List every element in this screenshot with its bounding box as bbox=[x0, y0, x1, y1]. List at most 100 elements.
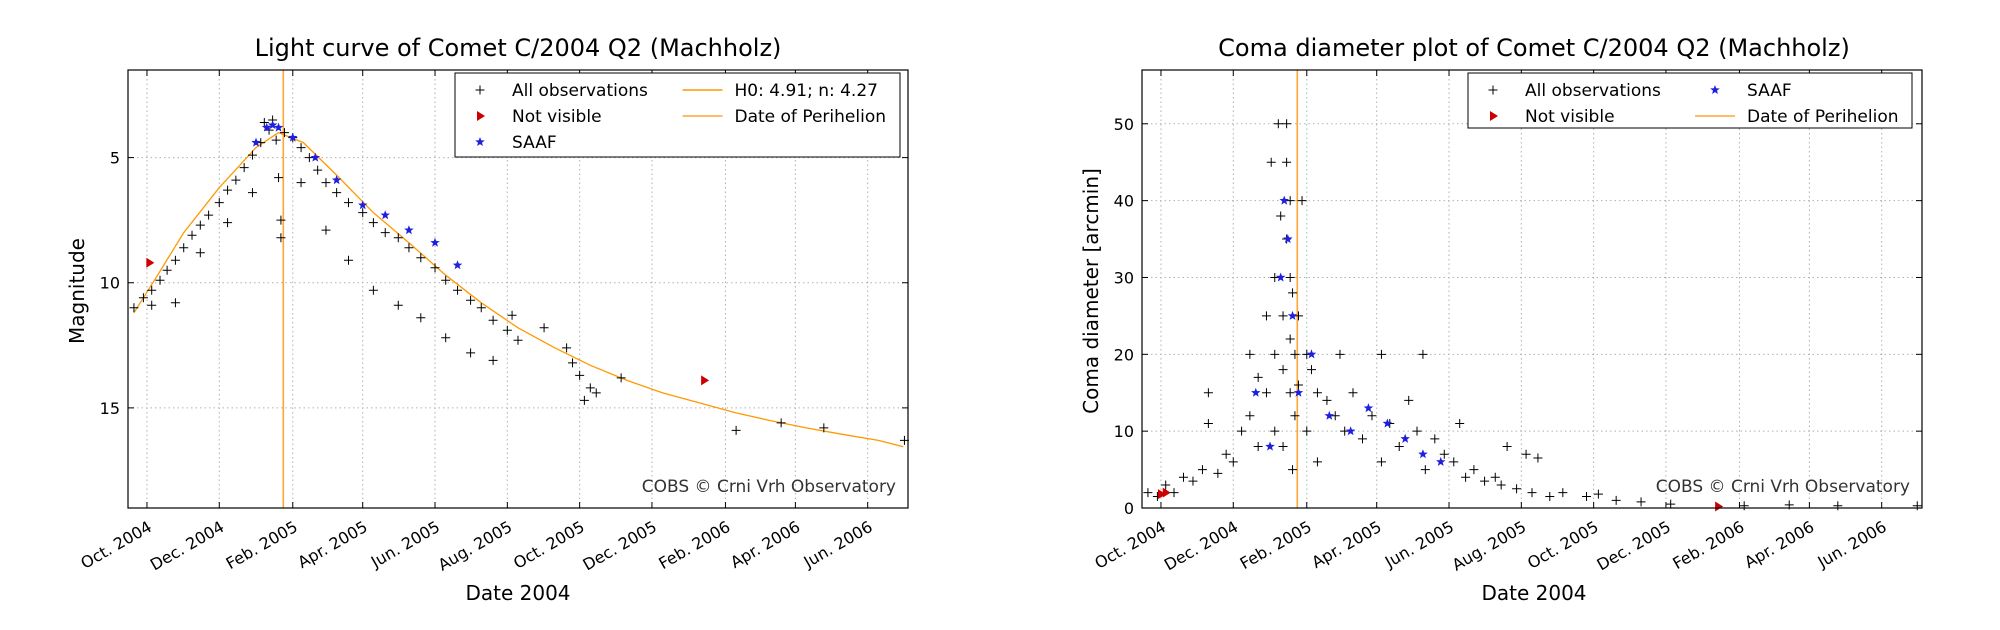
observation-point bbox=[1340, 426, 1350, 436]
observation-point bbox=[1245, 349, 1255, 359]
observation-point bbox=[488, 355, 498, 365]
y-tick-label: 30 bbox=[1114, 268, 1134, 287]
observation-point bbox=[1357, 434, 1367, 444]
observation-point bbox=[147, 300, 157, 310]
x-tick-label: Oct. 2005 bbox=[510, 517, 588, 573]
observation-point bbox=[279, 128, 289, 138]
observation-point bbox=[170, 298, 180, 308]
observation-point bbox=[1288, 288, 1298, 298]
x-axis-label: Date 2004 bbox=[1481, 581, 1586, 605]
saaf-point bbox=[288, 132, 298, 142]
saaf-point bbox=[261, 122, 272, 132]
observation-point bbox=[1278, 442, 1288, 452]
observation-point bbox=[321, 178, 331, 188]
saaf-point bbox=[452, 260, 463, 270]
observation-point bbox=[1480, 476, 1490, 486]
y-axis-label: Magnitude bbox=[65, 238, 89, 344]
observation-point bbox=[1376, 349, 1386, 359]
observation-point bbox=[368, 285, 378, 295]
observation-point bbox=[1161, 480, 1171, 490]
observation-point bbox=[507, 310, 517, 320]
observation-point bbox=[1611, 495, 1621, 505]
observation-point bbox=[585, 383, 595, 393]
observation-point bbox=[239, 163, 249, 173]
observation-point bbox=[1213, 468, 1223, 478]
observation-point bbox=[1558, 488, 1568, 498]
observation-point bbox=[1348, 388, 1358, 398]
legend-label: Not visible bbox=[512, 107, 602, 127]
saaf-point bbox=[1265, 441, 1275, 451]
x-tick-label: Jun. 2006 bbox=[800, 517, 876, 572]
observation-point bbox=[1293, 311, 1303, 321]
observation-point bbox=[1290, 349, 1300, 359]
x-tick-label: Dec. 2004 bbox=[1161, 517, 1241, 574]
observation-point bbox=[441, 333, 451, 343]
observation-point bbox=[579, 395, 589, 405]
legend-label: All observations bbox=[512, 81, 648, 101]
observation-point bbox=[1418, 349, 1428, 359]
observation-point bbox=[1221, 449, 1231, 459]
observation-point bbox=[321, 225, 331, 235]
observation-point bbox=[1288, 465, 1298, 475]
x-tick-label: Feb. 2005 bbox=[1237, 517, 1315, 573]
observation-point bbox=[296, 143, 306, 153]
legend-star-icon bbox=[475, 137, 485, 146]
not-visible-point bbox=[1157, 489, 1166, 500]
observation-point bbox=[1307, 365, 1317, 375]
observation-point bbox=[476, 303, 486, 313]
observation-point bbox=[147, 285, 157, 295]
x-tick-label: Feb. 2005 bbox=[223, 517, 301, 573]
credit-text: COBS © Crni Vrh Observatory bbox=[642, 477, 896, 497]
observation-point bbox=[393, 300, 403, 310]
observation-point bbox=[358, 208, 368, 218]
saaf-point bbox=[1287, 310, 1298, 320]
observation-point bbox=[430, 263, 440, 273]
observation-point bbox=[1143, 488, 1153, 498]
saaf-point bbox=[1251, 387, 1261, 397]
not-visible-point bbox=[1715, 501, 1724, 512]
x-tick-label: Apr. 2005 bbox=[294, 517, 370, 572]
observation-point bbox=[1282, 119, 1292, 129]
x-tick-label: Oct. 2004 bbox=[77, 517, 155, 573]
observation-point bbox=[1273, 119, 1283, 129]
coma-diameter-chart: Coma diameter plot of Comet C/2004 Q2 (M… bbox=[1079, 34, 1923, 605]
saaf-point bbox=[310, 152, 321, 162]
observation-point bbox=[1285, 196, 1295, 206]
observation-point bbox=[1322, 395, 1332, 405]
x-tick-label: Oct. 2004 bbox=[1091, 517, 1169, 573]
observation-point bbox=[313, 165, 323, 175]
saaf-point bbox=[1345, 426, 1356, 436]
saaf-point bbox=[1324, 410, 1335, 420]
observation-point bbox=[1582, 491, 1592, 501]
saaf-point bbox=[380, 210, 390, 220]
observation-point bbox=[1285, 272, 1295, 282]
legend-label: Not visible bbox=[1525, 107, 1615, 127]
x-tick-label: Apr. 2005 bbox=[1308, 517, 1384, 572]
observation-point bbox=[380, 228, 390, 238]
legend-triangle-icon bbox=[477, 111, 485, 121]
y-tick-label: 15 bbox=[100, 399, 120, 418]
saaf-point bbox=[430, 237, 440, 247]
observation-point bbox=[195, 220, 205, 230]
saaf-point bbox=[1275, 272, 1286, 282]
observation-point bbox=[138, 293, 148, 303]
x-tick-label: Feb. 2006 bbox=[655, 517, 733, 573]
observation-point bbox=[1439, 449, 1449, 459]
observation-point bbox=[1912, 501, 1922, 511]
observation-point bbox=[1533, 453, 1543, 463]
observation-point bbox=[731, 425, 741, 435]
legend-triangle-icon bbox=[1490, 111, 1498, 121]
observation-point bbox=[1169, 488, 1179, 498]
observation-point bbox=[1502, 442, 1512, 452]
observation-point bbox=[1228, 457, 1238, 467]
y-tick-label: 40 bbox=[1114, 192, 1134, 211]
saaf-point bbox=[1283, 234, 1293, 244]
observation-point bbox=[1455, 418, 1465, 428]
observation-point bbox=[1420, 465, 1430, 475]
legend-label: H0: 4.91; n: 4.27 bbox=[735, 81, 878, 101]
y-tick-label: 0 bbox=[1124, 499, 1134, 518]
observation-point bbox=[1178, 472, 1188, 482]
legend-plus-icon bbox=[475, 85, 485, 95]
observation-point bbox=[1412, 426, 1422, 436]
observation-point bbox=[1261, 311, 1271, 321]
